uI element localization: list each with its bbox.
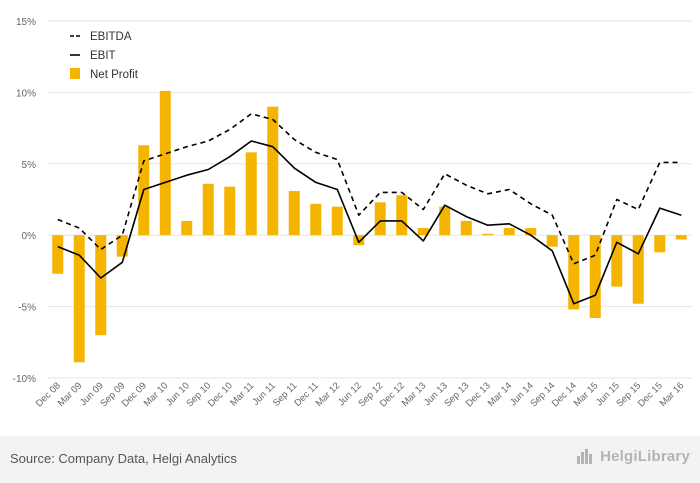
net-profit-bar <box>439 206 451 236</box>
net-profit-bar <box>525 228 537 236</box>
bar-chart-icon <box>577 449 593 464</box>
x-tick-label: Dec 10 <box>206 380 235 409</box>
footer: Source: Company Data, Helgi Analytics He… <box>0 436 700 483</box>
net-profit-bar <box>267 106 279 236</box>
net-profit-bar <box>181 220 193 236</box>
net-profit-bar <box>245 152 257 236</box>
net-profit-bar <box>116 235 128 257</box>
legend-symbol <box>70 68 80 79</box>
y-tick-label: -5% <box>18 303 36 314</box>
legend-label: EBIT <box>90 50 116 62</box>
legend-label: EBITDA <box>90 31 132 43</box>
net-profit-bar <box>675 235 687 240</box>
net-profit-bar <box>589 235 601 319</box>
brand-logo: HelgiLibrary <box>576 447 690 465</box>
y-tick-label: 10% <box>16 88 36 99</box>
net-profit-bar <box>331 206 343 236</box>
net-profit-bar <box>288 190 300 236</box>
net-profit-bar <box>632 235 644 304</box>
x-tick-label: Mar 14 <box>486 380 515 409</box>
x-tick-label: Mar 15 <box>572 380 601 409</box>
net-profit-bar <box>611 235 623 287</box>
net-profit-bar <box>568 235 580 310</box>
net-profit-bar <box>654 235 666 253</box>
x-tick-label: Mar 12 <box>314 380 343 409</box>
net-profit-bar <box>546 235 558 247</box>
y-tick-label: 0% <box>22 231 37 242</box>
net-profit-bar <box>310 203 322 236</box>
x-tick-label: Mar 09 <box>56 380 85 409</box>
ebit-line <box>57 140 682 305</box>
source-text: Source: Company Data, Helgi Analytics <box>10 451 237 466</box>
brand-name: HelgiLibrary <box>600 447 690 465</box>
x-tick-label: Mar 11 <box>228 380 256 408</box>
net-profit-bar <box>482 233 494 236</box>
net-profit-bar <box>503 228 515 236</box>
net-profit-bar <box>52 235 64 274</box>
net-profit-bar <box>396 195 408 236</box>
net-profit-bar <box>73 235 85 363</box>
legend: EBITDA EBIT Net Profit <box>70 31 139 81</box>
y-axis: -10% -5% 0% 5% 10% 15% <box>13 17 36 385</box>
ebitda-line <box>57 113 682 265</box>
net-profit-bar <box>460 220 472 236</box>
net-profit-bar <box>202 183 214 236</box>
net-profit-bars <box>52 90 687 363</box>
net-profit-bar <box>374 202 386 236</box>
net-profit-bar <box>95 235 107 336</box>
x-tick-label: Mar 10 <box>142 380 171 409</box>
net-profit-bar <box>159 90 171 236</box>
net-profit-bar <box>417 228 429 236</box>
gridlines <box>47 20 692 379</box>
y-tick-label: 5% <box>22 160 37 171</box>
legend-label: Net Profit <box>90 69 139 81</box>
x-tick-label: Mar 16 <box>658 380 687 409</box>
lines <box>57 113 682 305</box>
net-profit-bar <box>224 186 236 236</box>
x-tick-label: Mar 13 <box>400 380 429 409</box>
y-tick-label: -10% <box>13 374 36 385</box>
y-tick-label: 15% <box>16 17 36 28</box>
